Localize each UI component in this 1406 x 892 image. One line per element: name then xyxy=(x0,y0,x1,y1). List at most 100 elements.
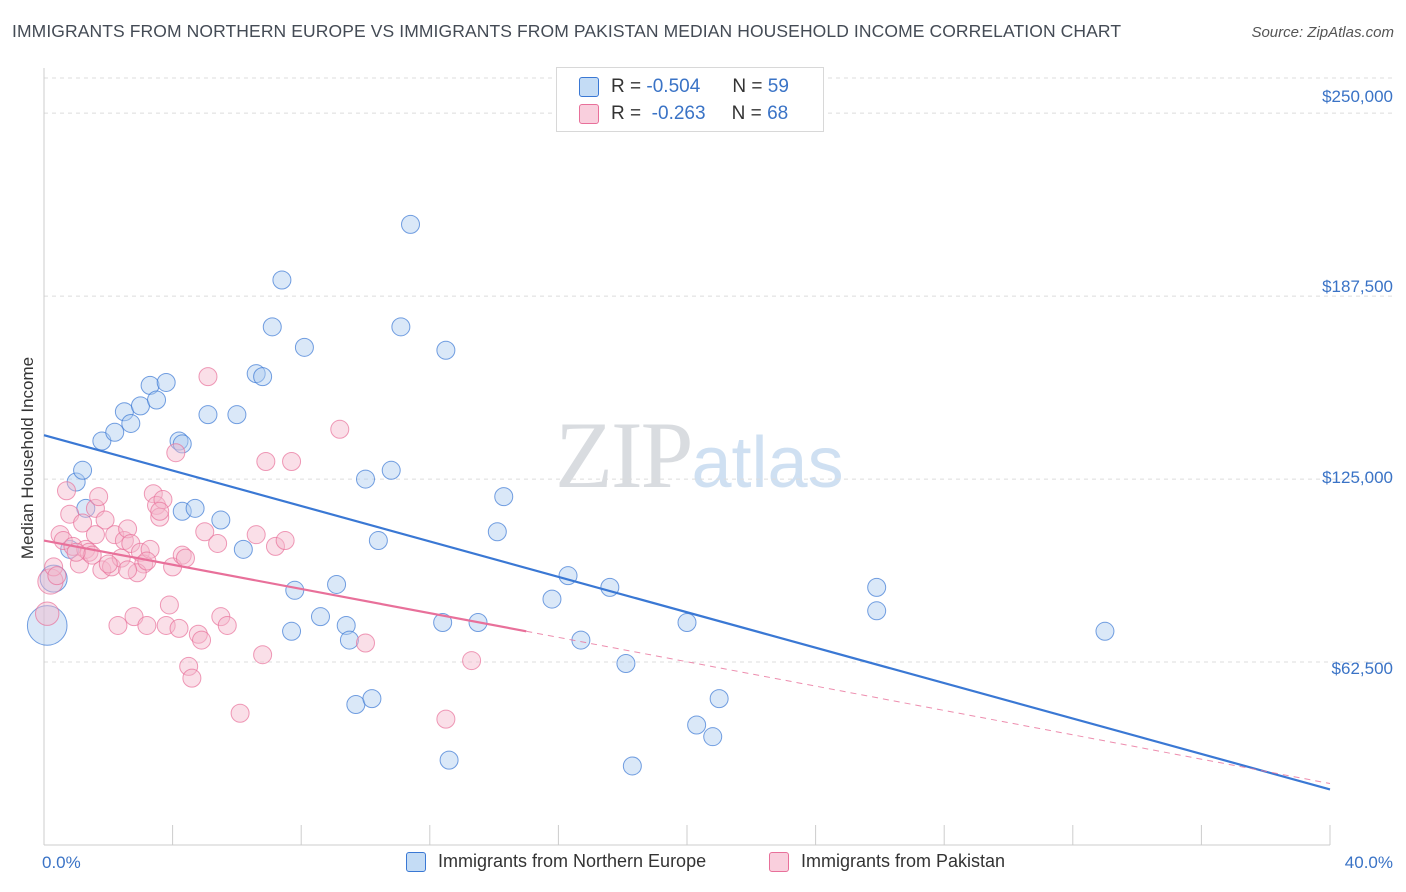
y-axis-label: Median Household Income xyxy=(18,356,37,560)
northern-europe-point-42 xyxy=(436,340,456,360)
pakistan-point-56 xyxy=(356,633,375,653)
pakistan-point-40 xyxy=(182,668,202,688)
n-value: 59 xyxy=(767,76,789,97)
pakistan-point-50 xyxy=(253,645,273,665)
pakistan-point-37 xyxy=(169,618,189,638)
pakistan-point-19 xyxy=(108,615,128,635)
pakistan-point-33 xyxy=(156,615,176,635)
source-label: Source: ZipAtlas.com xyxy=(1251,24,1394,41)
pakistan-point-34 xyxy=(159,595,179,615)
pakistan-trend-dashed xyxy=(526,630,1331,785)
stats-legend-row-pink: R = -0.263 N = 68 xyxy=(557,101,788,127)
r-label: R = xyxy=(611,76,642,97)
r-value: -0.504 xyxy=(646,76,701,97)
northern-europe-point-41 xyxy=(433,613,453,633)
pakistan-point-27 xyxy=(137,615,157,635)
northern-europe-point-14 xyxy=(156,372,176,392)
northern-europe-point-10 xyxy=(121,413,141,433)
n-label: N = xyxy=(731,103,762,124)
y-tick-label-3: $187,500 xyxy=(1322,277,1393,296)
x-tick-label-min: 0.0% xyxy=(42,853,81,872)
pakistan-point-39 xyxy=(179,656,199,676)
northern-europe-point-36 xyxy=(362,689,382,709)
northern-europe-point-26 xyxy=(272,270,292,290)
pakistan-point-29 xyxy=(143,484,163,504)
pakistan-point-14 xyxy=(89,487,109,507)
northern-europe-point-39 xyxy=(391,317,411,337)
pakistan-point-42 xyxy=(192,630,212,650)
pakistan-point-65 xyxy=(175,548,195,568)
pakistan-point-52 xyxy=(265,536,285,556)
pakistan-point-54 xyxy=(282,452,302,471)
watermark: ZIPatlas xyxy=(555,400,844,510)
y-tick-label-2: $125,000 xyxy=(1322,468,1393,487)
pakistan-point-38 xyxy=(172,545,192,565)
pakistan-point-28 xyxy=(140,539,160,559)
pakistan-point-41 xyxy=(188,624,208,644)
northern-europe-point-54 xyxy=(687,715,707,735)
northern-europe-trend-line xyxy=(43,434,1331,791)
pakistan-point-64 xyxy=(98,554,118,574)
northern-europe-point-45 xyxy=(487,522,507,542)
n-value: 68 xyxy=(767,103,789,124)
northern-europe-point-33 xyxy=(339,630,359,650)
northern-europe-point-32 xyxy=(336,615,356,635)
watermark-atlas: atlas xyxy=(691,423,844,503)
northern-europe-point-59 xyxy=(1095,621,1115,641)
pakistan-point-48 xyxy=(230,703,250,723)
x-tick-label-max: 40.0% xyxy=(1344,853,1393,872)
northern-europe-point-30 xyxy=(310,607,330,627)
northern-europe-point-29 xyxy=(294,337,314,357)
stats-legend: R = -0.504 N = 59 R = -0.263 N = 68 xyxy=(556,67,824,132)
northern-europe-point-37 xyxy=(368,531,388,551)
pakistan-point-1 xyxy=(35,601,60,626)
pakistan-point-10 xyxy=(73,513,93,533)
pakistan-point-62 xyxy=(47,566,67,586)
northern-europe-point-1 xyxy=(39,564,68,593)
northern-europe-point-46 xyxy=(494,487,514,507)
northern-europe-point-34 xyxy=(346,694,366,714)
n-label: N = xyxy=(732,76,763,97)
pakistan-trend-line xyxy=(43,539,527,633)
chart-title: IMMIGRANTS FROM NORTHERN EUROPE VS IMMIG… xyxy=(12,21,1122,41)
northern-europe-point-27 xyxy=(282,621,302,641)
legend-item-pakistan[interactable]: Immigrants from Pakistan xyxy=(769,851,1005,872)
pakistan-point-47 xyxy=(217,615,237,635)
r-value: -0.263 xyxy=(651,103,706,124)
northern-europe-point-40 xyxy=(401,214,421,234)
northern-europe-point-52 xyxy=(622,756,642,776)
y-tick-label-1: $62,500 xyxy=(1331,659,1393,678)
pakistan-point-49 xyxy=(246,525,266,545)
northern-europe-point-22 xyxy=(233,539,253,559)
northern-europe-point-58 xyxy=(867,601,887,621)
legend-label: Immigrants from Pakistan xyxy=(801,851,1006,871)
northern-europe-point-43 xyxy=(439,750,459,770)
northern-europe-point-17 xyxy=(172,501,192,521)
northern-europe-point-35 xyxy=(356,469,375,489)
y-tick-label-4: $250,000 xyxy=(1322,87,1393,106)
northern-europe-point-51 xyxy=(616,653,636,673)
pakistan-point-6 xyxy=(57,481,77,501)
northern-europe-point-18 xyxy=(185,498,205,518)
northern-europe-point-47 xyxy=(542,589,562,609)
pakistan-point-43 xyxy=(195,522,215,542)
pakistan-point-18 xyxy=(105,525,125,545)
pakistan-point-61 xyxy=(150,501,170,521)
northern-europe-point-38 xyxy=(381,460,401,480)
northern-europe-point-57 xyxy=(867,577,887,597)
blue-swatch xyxy=(406,851,426,872)
northern-europe-point-55 xyxy=(703,727,723,747)
watermark-zip: ZIP xyxy=(555,402,693,508)
northern-europe-point-24 xyxy=(253,367,273,387)
r-label: R = xyxy=(611,103,642,124)
northern-europe-point-25 xyxy=(262,317,282,337)
northern-europe-point-21 xyxy=(227,405,247,425)
northern-europe-point-31 xyxy=(327,574,347,594)
pakistan-point-51 xyxy=(256,452,276,471)
pink-swatch xyxy=(579,104,599,124)
pakistan-point-57 xyxy=(436,709,456,729)
pink-swatch xyxy=(769,851,789,872)
legend-item-northern-europe[interactable]: Immigrants from Northern Europe xyxy=(406,851,706,872)
northern-europe-point-19 xyxy=(198,405,218,425)
northern-europe-point-15 xyxy=(169,431,189,451)
